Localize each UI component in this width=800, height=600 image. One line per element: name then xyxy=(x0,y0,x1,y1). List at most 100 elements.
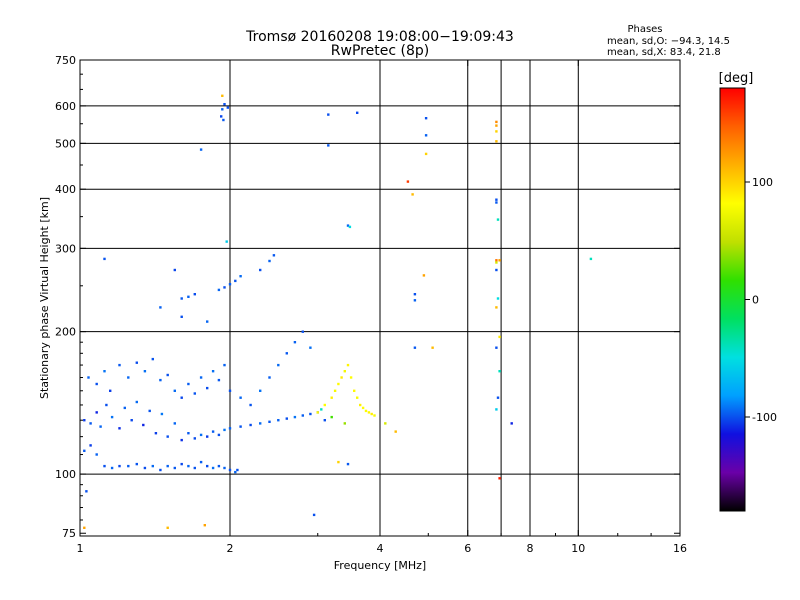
data-point xyxy=(309,346,312,349)
data-point xyxy=(495,140,498,143)
data-point xyxy=(498,335,501,339)
y-tick-label: 300 xyxy=(55,242,76,255)
data-point xyxy=(87,376,90,379)
data-point xyxy=(206,320,209,323)
data-point xyxy=(268,420,271,423)
data-point xyxy=(83,419,86,422)
data-point xyxy=(199,433,203,437)
data-point xyxy=(320,408,323,411)
data-point xyxy=(239,425,242,428)
data-point xyxy=(135,361,138,364)
data-point xyxy=(193,293,196,296)
data-point xyxy=(498,370,501,373)
data-point xyxy=(301,414,304,417)
data-point xyxy=(259,422,262,425)
data-point xyxy=(323,403,326,407)
y-tick-label: 400 xyxy=(55,183,76,196)
data-points xyxy=(83,94,593,529)
data-point xyxy=(223,286,226,289)
data-point xyxy=(316,411,319,414)
stats-heading: Phases xyxy=(627,24,662,35)
data-point xyxy=(327,144,330,147)
data-point xyxy=(333,389,337,392)
data-point xyxy=(272,254,276,257)
data-point xyxy=(349,376,353,379)
data-point xyxy=(203,524,206,527)
data-point xyxy=(217,378,221,382)
data-point xyxy=(143,370,147,373)
data-point xyxy=(234,279,237,283)
data-point xyxy=(217,433,221,437)
data-point xyxy=(495,259,498,262)
data-point xyxy=(228,283,232,286)
x-tick-label: 6 xyxy=(464,542,471,555)
data-point xyxy=(223,363,226,367)
data-point xyxy=(143,466,147,470)
data-point xyxy=(496,218,500,221)
x-tick-label: 8 xyxy=(527,542,534,555)
data-point xyxy=(495,306,498,309)
data-point xyxy=(323,419,326,422)
x-tick-label: 10 xyxy=(571,542,585,555)
data-point xyxy=(249,403,252,407)
gridlines xyxy=(80,60,680,536)
colorbar-tick-label: 0 xyxy=(752,294,759,307)
data-point xyxy=(173,422,176,425)
data-point xyxy=(105,403,108,407)
data-point xyxy=(85,490,88,493)
data-point xyxy=(223,466,226,470)
data-point xyxy=(95,411,98,414)
data-point xyxy=(277,419,280,422)
data-point xyxy=(495,261,498,264)
data-point xyxy=(95,453,98,456)
data-point xyxy=(309,412,312,416)
data-point xyxy=(103,257,106,261)
data-point xyxy=(199,376,203,379)
y-axis-ticks: 75 100 200 300 400 500 600 750 xyxy=(55,54,680,540)
data-point xyxy=(83,449,86,452)
data-point xyxy=(159,468,162,472)
data-point xyxy=(268,259,271,263)
data-point xyxy=(228,468,232,472)
data-point xyxy=(173,466,176,470)
data-point xyxy=(127,376,130,379)
data-point xyxy=(193,437,196,440)
data-point xyxy=(228,427,232,430)
data-point xyxy=(353,389,356,392)
data-point xyxy=(346,462,350,466)
data-point xyxy=(160,412,164,416)
data-point xyxy=(228,389,232,392)
y-tick-label: 600 xyxy=(55,100,76,113)
data-point xyxy=(361,406,365,410)
data-point xyxy=(166,464,169,468)
data-point xyxy=(226,106,229,109)
data-point xyxy=(148,409,151,413)
data-point xyxy=(135,462,138,466)
data-point xyxy=(359,403,362,407)
data-point xyxy=(173,389,176,392)
data-point xyxy=(166,435,169,438)
y-tick-label: 750 xyxy=(55,54,76,67)
y-tick-label: 500 xyxy=(55,137,76,150)
data-point xyxy=(151,464,154,468)
data-point xyxy=(259,389,262,392)
data-point xyxy=(327,113,330,116)
data-point xyxy=(239,396,242,399)
data-point xyxy=(236,468,239,472)
data-point xyxy=(422,274,426,277)
data-point xyxy=(413,346,417,349)
colorbar-ticks: 100 0 -100 xyxy=(745,176,777,424)
data-point xyxy=(510,422,513,425)
data-point xyxy=(259,268,262,272)
data-point xyxy=(496,297,500,300)
stats-line-o: mean, sd,O: −94.3, 14.5 xyxy=(607,36,730,47)
data-point xyxy=(346,363,350,367)
data-point xyxy=(110,466,114,470)
colorbar-tick-label: 100 xyxy=(752,176,773,189)
data-point xyxy=(151,357,154,361)
data-point xyxy=(199,460,203,464)
data-point xyxy=(330,396,333,399)
data-point xyxy=(285,417,288,420)
data-point xyxy=(384,422,387,425)
